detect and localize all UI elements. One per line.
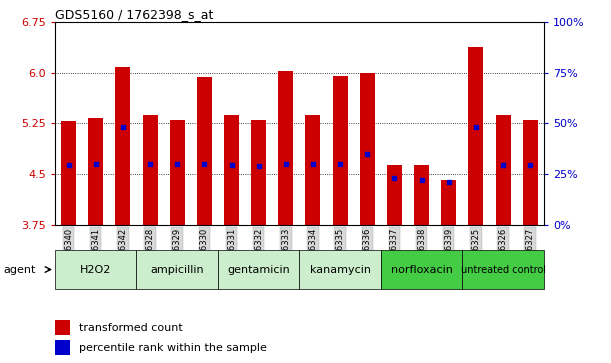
Bar xyxy=(55,250,136,289)
Bar xyxy=(115,67,130,225)
Bar xyxy=(381,250,463,289)
Text: H2O2: H2O2 xyxy=(80,265,111,274)
Bar xyxy=(251,120,266,225)
Bar xyxy=(360,73,375,225)
Bar xyxy=(332,76,348,225)
Text: untreated control: untreated control xyxy=(461,265,546,274)
Bar xyxy=(55,320,70,335)
Bar xyxy=(224,115,239,225)
Bar xyxy=(55,340,70,355)
Text: norfloxacin: norfloxacin xyxy=(390,265,453,274)
Text: kanamycin: kanamycin xyxy=(310,265,371,274)
Bar xyxy=(463,250,544,289)
Bar xyxy=(496,115,511,225)
Bar xyxy=(279,71,293,225)
Bar xyxy=(387,166,402,225)
Text: GDS5160 / 1762398_s_at: GDS5160 / 1762398_s_at xyxy=(55,8,213,21)
Text: percentile rank within the sample: percentile rank within the sample xyxy=(79,343,267,352)
Bar xyxy=(197,77,212,225)
Bar xyxy=(523,120,538,225)
Bar xyxy=(218,250,299,289)
Bar xyxy=(88,118,103,225)
Text: gentamicin: gentamicin xyxy=(227,265,290,274)
Bar xyxy=(142,115,158,225)
Bar xyxy=(469,47,483,225)
Bar xyxy=(136,250,218,289)
Bar xyxy=(414,166,429,225)
Bar xyxy=(299,250,381,289)
Bar xyxy=(441,180,456,225)
Bar xyxy=(61,121,76,225)
Text: ampicillin: ampicillin xyxy=(150,265,204,274)
Text: agent: agent xyxy=(4,265,36,274)
Text: transformed count: transformed count xyxy=(79,323,183,333)
Bar xyxy=(306,115,320,225)
Bar xyxy=(170,120,185,225)
